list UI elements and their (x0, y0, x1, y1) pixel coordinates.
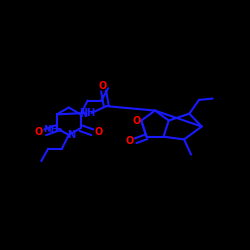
Text: O: O (98, 80, 106, 90)
Text: N: N (67, 130, 75, 140)
Text: O: O (94, 127, 103, 137)
Text: NH: NH (79, 108, 95, 118)
Text: NH₂: NH₂ (43, 125, 62, 134)
Text: O: O (126, 136, 134, 146)
Text: O: O (133, 116, 141, 126)
Text: N: N (79, 110, 87, 120)
Text: O: O (35, 127, 43, 137)
